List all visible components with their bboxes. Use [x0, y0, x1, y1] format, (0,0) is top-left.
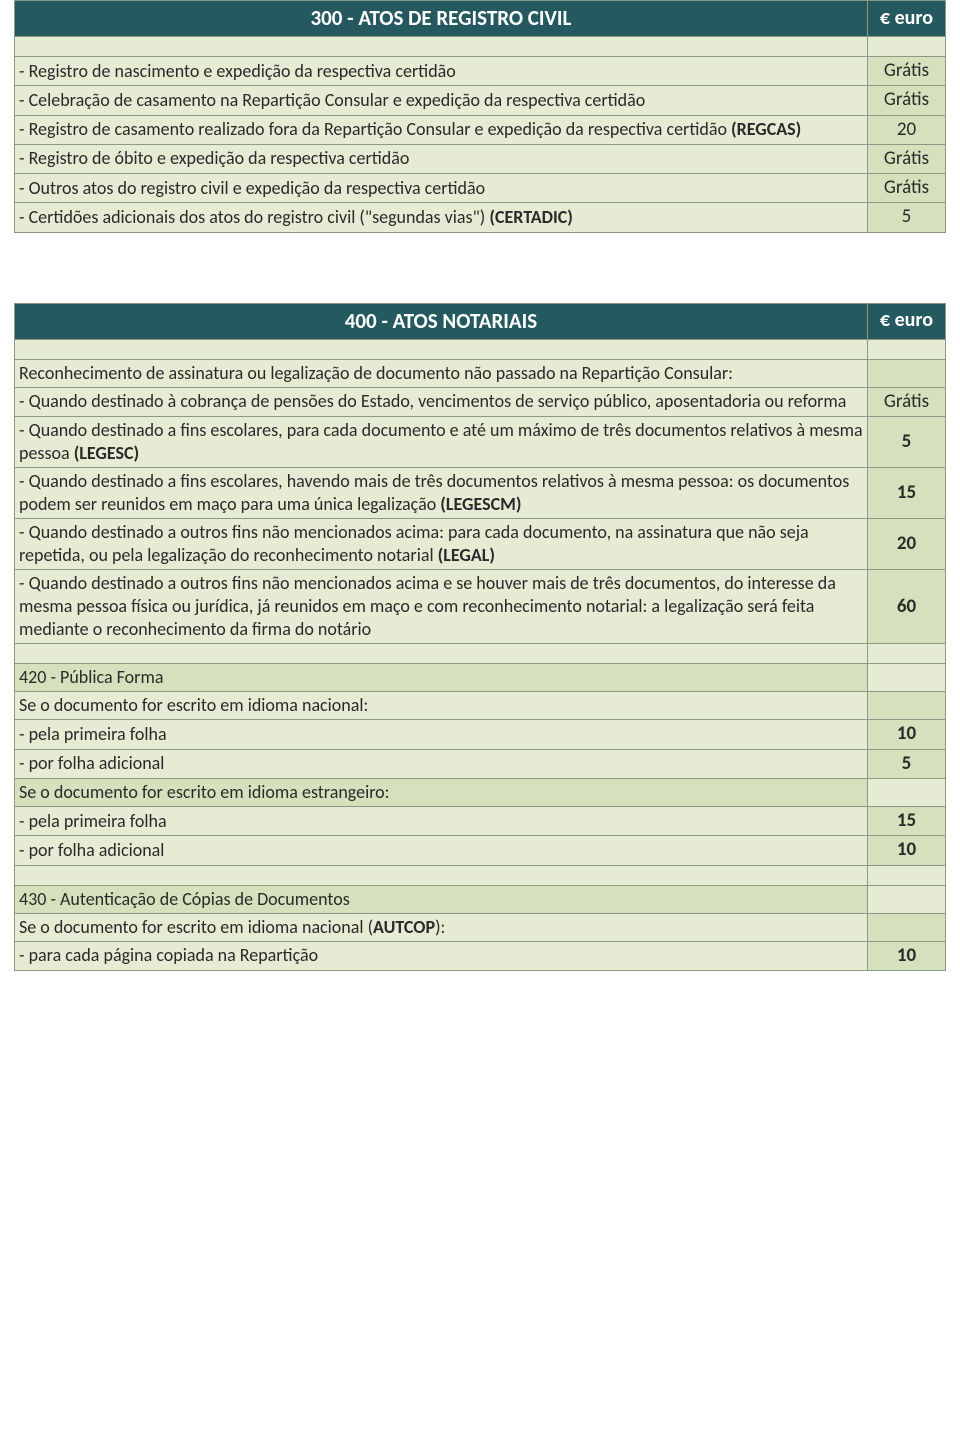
table-400-currency: € euro [867, 303, 945, 339]
row-desc-text: - Registro de casamento realizado fora d… [19, 118, 731, 140]
row-value: 10 [867, 941, 945, 970]
table-row: - Quando destinado a fins escolares, par… [15, 416, 946, 467]
row-value-empty [867, 885, 945, 913]
table-row: - Outros atos do registro civil e expedi… [15, 174, 946, 203]
table-row: - Registro de casamento realizado fora d… [15, 115, 946, 144]
row-desc: - Outros atos do registro civil e expedi… [15, 174, 868, 203]
section-430-heading: 430 - Autenticação de Cópias de Document… [15, 885, 946, 913]
row-code: (REGCAS) [731, 118, 801, 140]
table-row: - para cada página copiada na Repartição… [15, 941, 946, 970]
row-value: Grátis [867, 387, 945, 416]
table-row: - pela primeira folha 10 [15, 720, 946, 749]
spacer-row [15, 644, 946, 664]
table-row: - por folha adicional 10 [15, 836, 946, 865]
row-desc: - Celebração de casamento na Repartição … [15, 86, 868, 115]
row-desc-text: - Quando destinado a outros fins não men… [19, 521, 809, 566]
row-desc-text: Se o documento for escrito em idioma nac… [19, 916, 373, 938]
table-row: - Celebração de casamento na Repartição … [15, 86, 946, 115]
row-desc: - Certidões adicionais dos atos do regis… [15, 203, 868, 232]
row-value: Grátis [867, 144, 945, 173]
table-row: - Quando destinado a fins escolares, hav… [15, 468, 946, 519]
row-code: (LEGESC) [74, 442, 139, 464]
table-300: 300 - ATOS DE REGISTRO CIVIL € euro - Re… [14, 0, 946, 233]
row-value: 60 [867, 570, 945, 644]
intro-text: Reconhecimento de assinatura ou legaliza… [15, 359, 868, 387]
row-value-empty [867, 692, 945, 720]
row-desc: - Quando destinado a outros fins não men… [15, 519, 868, 570]
row-value: 15 [867, 468, 945, 519]
row-desc: - Registro de óbito e expedição da respe… [15, 144, 868, 173]
table-300-currency: € euro [867, 1, 945, 37]
section-420-heading: 420 - Pública Forma [15, 664, 946, 692]
row-value: 5 [867, 416, 945, 467]
row-value: 15 [867, 806, 945, 835]
table-400: 400 - ATOS NOTARIAIS € euro Reconhecimen… [14, 303, 946, 971]
row-code: (LEGAL) [438, 544, 495, 566]
row-desc-text: - Quando destinado a fins escolares, hav… [19, 470, 849, 515]
row-value: 10 [867, 720, 945, 749]
row-desc: Se o documento for escrito em idioma est… [15, 778, 868, 806]
row-desc: - por folha adicional [15, 836, 868, 865]
table-gap [14, 233, 946, 303]
table-row: - Registro de óbito e expedição da respe… [15, 144, 946, 173]
table-row: - por folha adicional 5 [15, 749, 946, 778]
table-row: - Certidões adicionais dos atos do regis… [15, 203, 946, 232]
table-400-title: 400 - ATOS NOTARIAIS [15, 303, 868, 339]
section-heading: 420 - Pública Forma [15, 664, 868, 692]
row-desc: - para cada página copiada na Repartição [15, 941, 868, 970]
row-desc: - pela primeira folha [15, 720, 868, 749]
section-heading: 430 - Autenticação de Cópias de Document… [15, 885, 868, 913]
row-desc: - Quando destinado a fins escolares, hav… [15, 468, 868, 519]
row-value-empty [867, 359, 945, 387]
row-desc: Se o documento for escrito em idioma nac… [15, 913, 868, 941]
table-300-title: 300 - ATOS DE REGISTRO CIVIL [15, 1, 868, 37]
row-value: 10 [867, 836, 945, 865]
row-value: Grátis [867, 174, 945, 203]
table-300-header: 300 - ATOS DE REGISTRO CIVIL € euro [15, 1, 946, 37]
table-row: - Quando destinado à cobrança de pensões… [15, 387, 946, 416]
row-desc: - Registro de nascimento e expedição da … [15, 56, 868, 85]
row-code: AUTCOP [373, 916, 435, 938]
row-value-empty [867, 664, 945, 692]
table-row: - Quando destinado a outros fins não men… [15, 519, 946, 570]
row-desc: - Quando destinado a outros fins não men… [15, 570, 868, 644]
row-desc: - por folha adicional [15, 749, 868, 778]
row-code: (CERTADIC) [489, 206, 573, 228]
spacer-row [15, 865, 946, 885]
spacer-row [15, 36, 946, 56]
table-row: - pela primeira folha 15 [15, 806, 946, 835]
row-desc: - Registro de casamento realizado fora d… [15, 115, 868, 144]
row-value: 20 [867, 115, 945, 144]
row-value-empty [867, 778, 945, 806]
row-desc: Se o documento for escrito em idioma nac… [15, 692, 868, 720]
row-value: 5 [867, 749, 945, 778]
row-desc: - pela primeira folha [15, 806, 868, 835]
row-desc: - Quando destinado a fins escolares, par… [15, 416, 868, 467]
table-row: - Registro de nascimento e expedição da … [15, 56, 946, 85]
row-desc-text: - Quando destinado a fins escolares, par… [19, 419, 863, 464]
page: 300 - ATOS DE REGISTRO CIVIL € euro - Re… [0, 0, 960, 989]
row-value: 20 [867, 519, 945, 570]
spacer-row [15, 339, 946, 359]
table-row: - Quando destinado a outros fins não men… [15, 570, 946, 644]
row-value: Grátis [867, 86, 945, 115]
table-400-header: 400 - ATOS NOTARIAIS € euro [15, 303, 946, 339]
row-value: 5 [867, 203, 945, 232]
table-row: Se o documento for escrito em idioma est… [15, 778, 946, 806]
table-row-intro: Reconhecimento de assinatura ou legaliza… [15, 359, 946, 387]
row-desc-text: ): [435, 916, 445, 938]
row-value-empty [867, 913, 945, 941]
row-value: Grátis [867, 56, 945, 85]
table-row: Se o documento for escrito em idioma nac… [15, 692, 946, 720]
row-code: (LEGESCM) [440, 493, 521, 515]
row-desc: - Quando destinado à cobrança de pensões… [15, 387, 868, 416]
table-row: Se o documento for escrito em idioma nac… [15, 913, 946, 941]
row-desc-text: - Certidões adicionais dos atos do regis… [19, 206, 489, 228]
